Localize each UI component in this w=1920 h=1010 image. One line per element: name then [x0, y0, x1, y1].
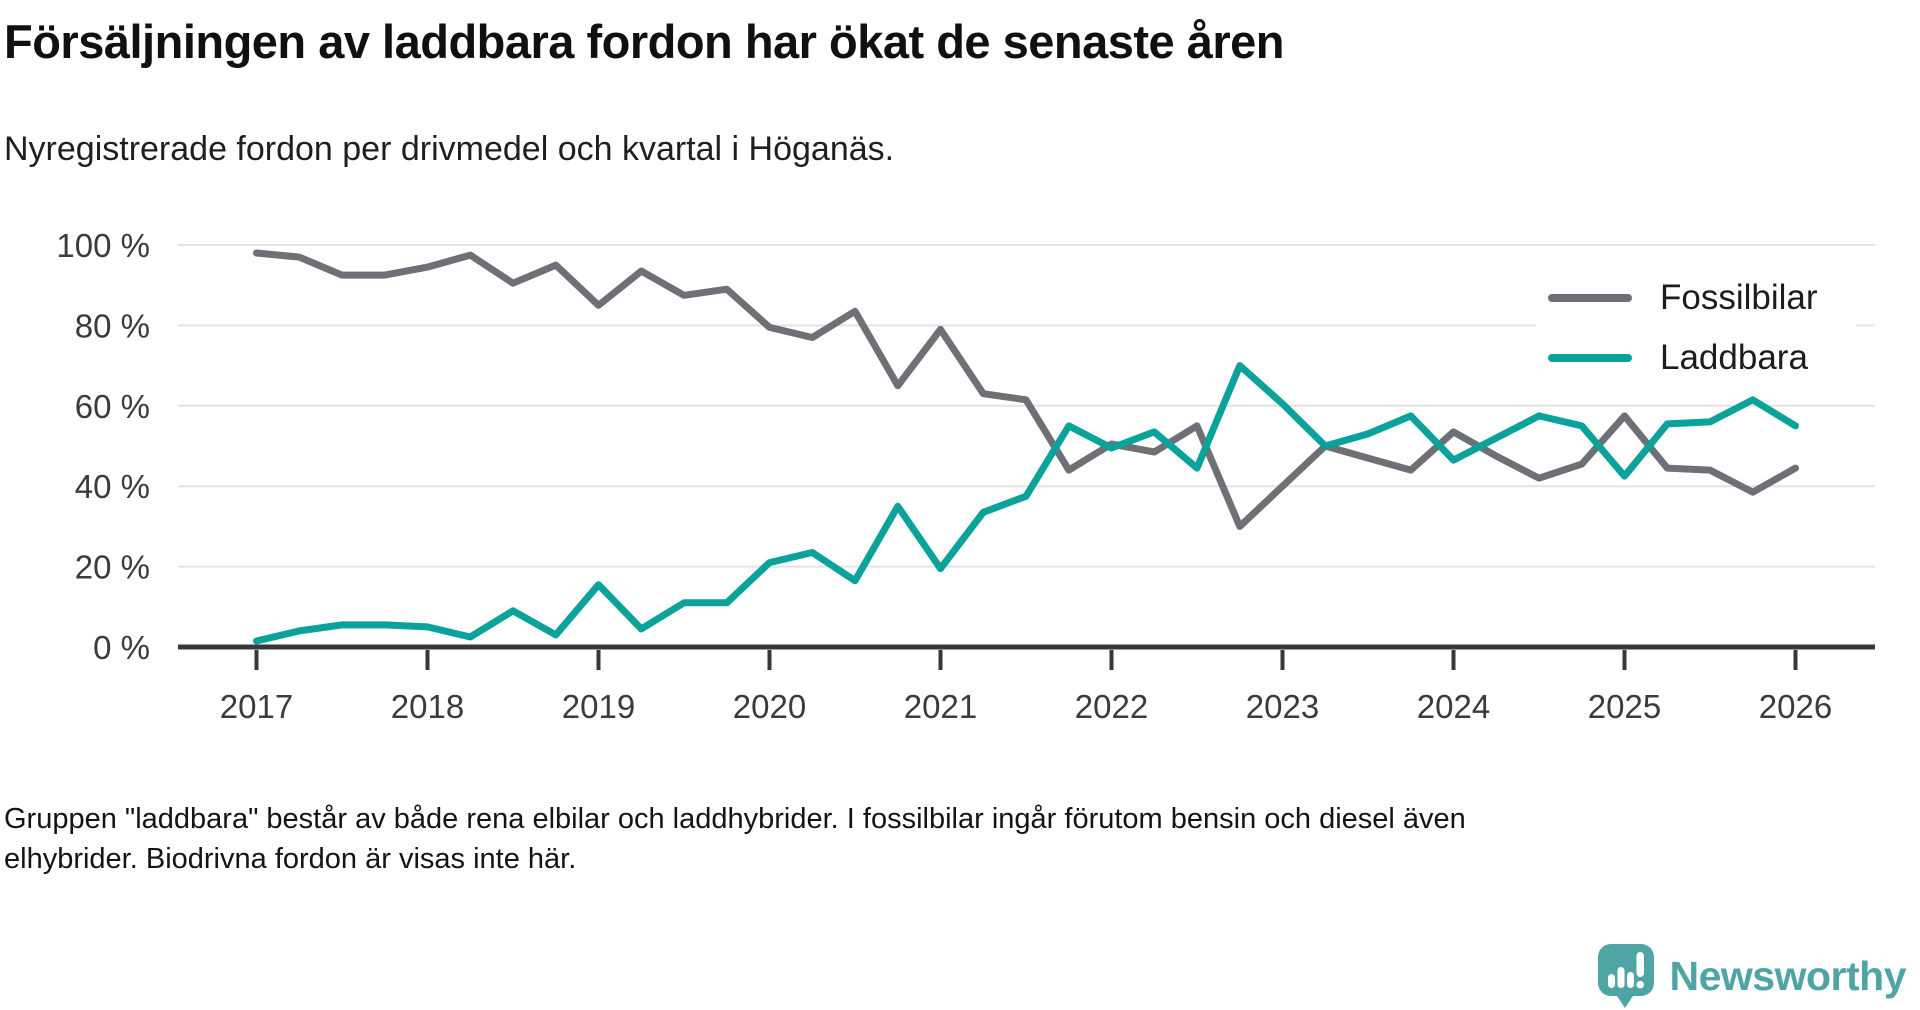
newsworthy-logo-text: Newsworthy: [1669, 952, 1907, 999]
y-axis-label: 0 %: [93, 629, 150, 666]
legend-label-laddbara: Laddbara: [1660, 338, 1808, 377]
x-axis-label: 2023: [1246, 688, 1319, 725]
chart-subtitle: Nyregistrerade fordon per drivmedel och …: [4, 130, 895, 168]
y-axis-label: 60 %: [75, 388, 150, 425]
legend-item-fossilbilar: Fossilbilar: [1536, 272, 1856, 324]
x-axis-label: 2019: [562, 688, 635, 725]
x-axis-label: 2026: [1759, 688, 1832, 725]
series-line-laddbara: [253, 362, 1799, 645]
y-axis-label: 20 %: [75, 549, 150, 586]
x-axis-label: 2020: [733, 688, 806, 725]
footnote-line-1: Gruppen "laddbara" består av både rena e…: [4, 803, 1466, 835]
x-axis-label: 2022: [1075, 688, 1148, 725]
chart-footnote: Gruppen "laddbara" består av både rena e…: [4, 799, 1884, 879]
page-title: Försäljningen av laddbara fordon har öka…: [4, 15, 1285, 68]
x-axis-label: 2021: [904, 688, 977, 725]
newsworthy-logo-icon: [1597, 944, 1654, 1008]
legend-label-fossilbilar: Fossilbilar: [1660, 278, 1818, 317]
y-axis-label: 80 %: [75, 307, 150, 344]
x-axis-label: 2018: [391, 688, 464, 725]
x-axis-label: 2024: [1417, 688, 1490, 725]
series-line-fossilbilar: [253, 249, 1799, 530]
y-axis-label: 40 %: [75, 468, 150, 505]
x-axis-label: 2025: [1588, 688, 1661, 725]
legend-item-laddbara: Laddbara: [1536, 332, 1856, 384]
x-axis-label: 2017: [220, 688, 293, 725]
footnote-line-2: elhybrider. Biodrivna fordon är visas in…: [4, 843, 577, 875]
y-axis-label: 100 %: [56, 227, 150, 264]
legend-swatch-fossilbilar: [1548, 294, 1632, 302]
newsworthy-logo: Newsworthy: [1597, 944, 1907, 1008]
legend-swatch-laddbara: [1548, 354, 1632, 362]
chart-legend: Fossilbilar Laddbara: [1536, 270, 1856, 386]
